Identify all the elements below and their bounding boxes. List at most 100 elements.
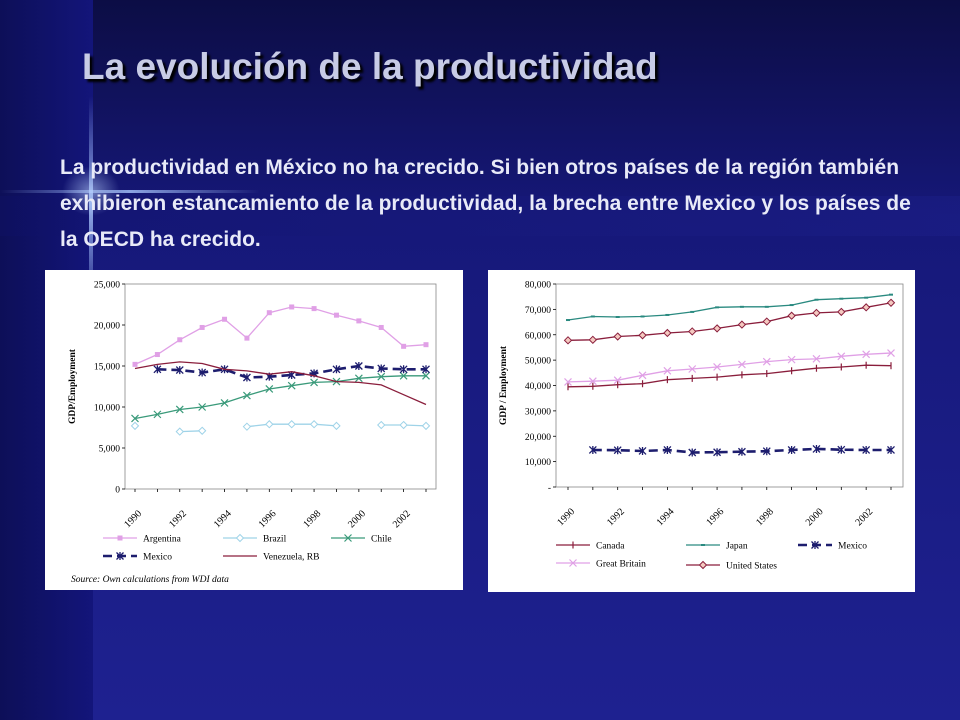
chart-latin-america-series-argentina-point-shape — [356, 318, 362, 324]
chart-oecd-legend-mexico-label: Mexico — [838, 542, 867, 552]
chart-latin-america-legend-argentina-marker-shape — [117, 535, 123, 541]
chart-oecd-series-united-states-point — [563, 336, 573, 345]
chart-latin-america-series-chile-point — [399, 371, 408, 380]
chart-oecd-series-great-britain-point — [588, 377, 597, 386]
chart-latin-america-legend-chile-marker — [344, 534, 352, 542]
chart-latin-america-series-argentina-point-shape — [266, 310, 272, 316]
chart-latin-america-series-argentina-point-shape — [401, 343, 407, 349]
chart-oecd-series-united-states-point-shape — [663, 328, 672, 338]
chart-latin-america-series-brazil-point-shape — [287, 420, 296, 429]
chart-latin-america-series-mexico-point — [242, 373, 251, 382]
chart-oecd-series-great-britain-point — [564, 378, 572, 386]
chart-latin-america-series-argentina-point — [266, 310, 272, 316]
chart-oecd-series-great-britain-point — [613, 376, 622, 385]
chart-latin-america-series-argentina-point — [311, 306, 317, 312]
slide-title: La evolución de la productividad — [82, 46, 658, 87]
chart-latin-america-series-chile-point-shape — [354, 374, 363, 383]
chart-latin-america-plot-area — [124, 283, 437, 490]
chart-oecd-series-great-britain-point-shape — [688, 365, 697, 373]
chart-oecd-series-united-states-point — [638, 331, 647, 340]
chart-latin-america-series-venezuela-rb — [134, 361, 427, 406]
chart-oecd-series-mexico-point — [688, 448, 697, 457]
chart-oecd-legend-great-britain-label: Great Britain — [596, 560, 646, 570]
chart-oecd-series-great-britain-point — [887, 349, 895, 357]
chart-latin-america-legend-chile-label: Chile — [371, 535, 392, 545]
chart-oecd-series-mexico-point — [812, 444, 821, 453]
chart-oecd-series-mexico-point — [613, 446, 622, 455]
chart-oecd-series-united-states — [563, 298, 896, 345]
chart-latin-america-series-chile-point-shape — [310, 378, 319, 387]
chart-latin-america-ytick-label: 0 — [115, 486, 120, 496]
chart-oecd-legend-united-states-marker-shape — [698, 560, 708, 570]
chart-oecd-series-great-britain-point — [787, 355, 796, 364]
slide-body-text: La productividad en México no ha crecido… — [60, 156, 911, 251]
chart-oecd-legend-mexico-marker-shape — [811, 541, 819, 549]
chart-latin-america-series-argentina-point — [244, 335, 250, 341]
chart-oecd-series-great-britain-point-shape — [564, 378, 572, 386]
chart-oecd-xtick-label: 2000 — [804, 506, 826, 528]
light-flare-horizontal — [0, 190, 260, 193]
chart-latin-america-series-chile-point-shape — [265, 385, 274, 393]
chart-latin-america-ytick-label: 5,000 — [99, 445, 121, 455]
chart-latin-america-series-argentina-point — [401, 343, 407, 349]
chart-latin-america-xtick-label: 2002 — [391, 508, 413, 530]
chart-latin-america-series-argentina-point-shape — [199, 324, 205, 330]
chart-latin-america-series-argentina-point — [222, 316, 228, 322]
chart-oecd-series-united-states-point-shape — [886, 298, 896, 307]
chart-oecd-series-mexico-point — [762, 447, 771, 456]
chart-oecd-ytick-label: 40,000 — [525, 382, 551, 392]
chart-latin-america-ytick-label: 10,000 — [94, 404, 120, 414]
chart-oecd-series-mexico-point — [737, 447, 746, 456]
chart-latin-america-ytick-label: 25,000 — [94, 281, 120, 291]
chart-oecd-xtick-label: 2002 — [853, 506, 875, 528]
chart-oecd-series-united-states-point-shape — [762, 317, 771, 326]
chart-latin-america-series-chile-point — [242, 391, 251, 400]
chart-oecd-series-japan — [566, 293, 893, 322]
chart-latin-america-ytick-label: 20,000 — [94, 322, 120, 332]
chart-oecd-series-united-states-point-shape — [638, 331, 647, 340]
chart-latin-america-series-brazil-point-shape — [399, 420, 408, 430]
chart-oecd-series-united-states-point — [737, 320, 747, 329]
chart-latin-america-series-mexico-point — [198, 368, 207, 377]
chart-latin-america-series-mexico-point-shape — [198, 368, 207, 377]
chart-oecd-series-united-states-point-shape — [563, 336, 573, 345]
chart-latin-america-series-chile-point — [310, 378, 319, 387]
chart-latin-america-series-chile-point-shape — [198, 403, 207, 411]
chart-oecd-series-great-britain-point-shape — [737, 360, 746, 369]
chart-latin-america-xtick-label: 1996 — [257, 508, 279, 530]
chart-latin-america-xtick-label: 2000 — [346, 508, 368, 530]
chart-latin-america-series-mexico-point-shape — [377, 364, 386, 373]
chart-latin-america: 0 5,000 10,000 15,000 20,000 25,000 1990 1992 19… — [68, 281, 437, 585]
chart-oecd-series-united-states-point-shape — [613, 332, 622, 341]
chart-latin-america-series-chile-point — [153, 410, 162, 419]
chart-latin-america-legend-mexico: Mexico — [103, 552, 172, 563]
chart-oecd-series-great-britain — [564, 349, 895, 386]
chart-oecd-legend-great-britain-marker — [569, 559, 577, 567]
chart-oecd-series-united-states-point-shape — [861, 303, 871, 312]
chart-latin-america-series-argentina-point-shape — [222, 316, 228, 322]
chart-latin-america-series-chile-point-shape — [399, 371, 408, 380]
chart-oecd-series-great-britain-point-shape — [787, 355, 796, 364]
chart-latin-america-series-mexico — [153, 362, 430, 382]
chart-latin-america-series-argentina-point-shape — [311, 306, 317, 312]
chart-latin-america-series-brazil-point — [175, 427, 184, 436]
chart-oecd-series-mexico-point-shape — [887, 445, 895, 454]
chart-latin-america-source-note: Source: Own calculations from WDI data — [71, 574, 229, 585]
chart-oecd-legend-japan-label: Japan — [726, 542, 748, 552]
chart-latin-america-ytick-label: 15,000 — [94, 363, 120, 373]
chart-latin-america-legend-argentina: Argentina — [103, 535, 182, 545]
chart-latin-america-series-argentina-point-shape — [378, 324, 384, 330]
chart-latin-america-series-argentina-point-shape — [132, 361, 138, 367]
chart-latin-america-legend-venezuela-rb-label: Venezuela, RB — [263, 553, 319, 563]
chart-oecd-series-united-states-point-shape — [787, 311, 796, 320]
chart-oecd-series-united-states-point-shape — [737, 320, 747, 329]
chart-latin-america-series-chile-point — [198, 403, 207, 411]
chart-latin-america-legend-chile-marker-shape — [344, 534, 352, 542]
chart-latin-america-series-brazil-point — [421, 421, 431, 431]
chart-latin-america-series-mexico-point — [153, 365, 162, 374]
chart-oecd-xtick-label: 1998 — [754, 506, 776, 528]
chart-latin-america-series-brazil-point — [399, 420, 408, 430]
chart-oecd-ytick-label: - — [548, 484, 551, 494]
chart-latin-america-series-chile-point — [354, 374, 363, 383]
chart-latin-america-series-brazil — [130, 420, 431, 436]
